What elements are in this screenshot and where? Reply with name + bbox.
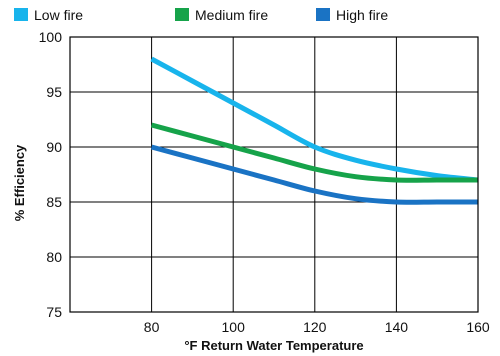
legend-label: Medium fire — [195, 7, 268, 23]
y-axis-ticks: 75 80 85 90 95 100 — [39, 29, 63, 320]
y-tick-label: 95 — [46, 84, 62, 100]
legend-swatch — [316, 8, 330, 21]
y-tick-label: 90 — [46, 139, 62, 155]
series-lines — [150, 56, 479, 205]
x-tick-label: 80 — [144, 319, 160, 335]
y-tick-label: 75 — [46, 304, 62, 320]
series-line-medium-fire — [150, 122, 478, 183]
legend: Low fire Medium fire High fire — [14, 7, 388, 23]
y-axis-title: % Efficiency — [12, 144, 27, 221]
legend-item: Medium fire — [175, 7, 268, 23]
x-axis-ticks: 80 100 120 140 160 — [144, 319, 490, 335]
x-tick-label: 100 — [222, 319, 246, 335]
legend-swatch — [175, 8, 189, 21]
legend-label: High fire — [336, 7, 388, 23]
y-tick-label: 80 — [46, 249, 62, 265]
x-tick-label: 160 — [466, 319, 490, 335]
legend-item: High fire — [316, 7, 388, 23]
legend-label: Low fire — [34, 7, 83, 23]
x-tick-label: 120 — [303, 319, 327, 335]
x-axis-title: °F Return Water Temperature — [184, 338, 363, 353]
series-line-high-fire — [150, 144, 478, 205]
x-tick-label: 140 — [385, 319, 409, 335]
series-line-low-fire — [150, 56, 479, 183]
legend-swatch — [14, 8, 28, 21]
plot-frame — [69, 36, 479, 313]
legend-item: Low fire — [14, 7, 83, 23]
y-tick-label: 85 — [46, 194, 62, 210]
y-tick-label: 100 — [39, 29, 63, 45]
